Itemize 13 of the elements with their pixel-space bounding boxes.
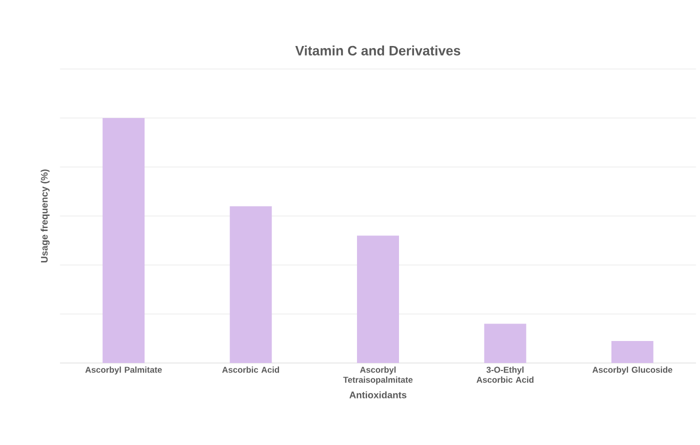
bar (357, 236, 400, 363)
x-tick-label: Ascorbic Acid (222, 366, 280, 373)
x-tick-label: 3-O-Ethyl Ascorbic Acid (476, 366, 534, 383)
bar (102, 118, 145, 363)
x-tick-label: Ascorbyl Glucoside (592, 366, 672, 374)
y-axis-title: Usage frequency (%) (40, 169, 50, 262)
bar (484, 324, 526, 363)
bar (611, 340, 654, 363)
x-tick-label: Ascorbyl Palmitate (85, 366, 162, 374)
chart-title: Vitamin C and Derivatives (295, 46, 460, 56)
bar (230, 206, 272, 363)
x-axis-title: Antioxidants (349, 391, 406, 398)
x-tick-label: Ascorbyl Tetraisopalmitate (343, 366, 413, 384)
